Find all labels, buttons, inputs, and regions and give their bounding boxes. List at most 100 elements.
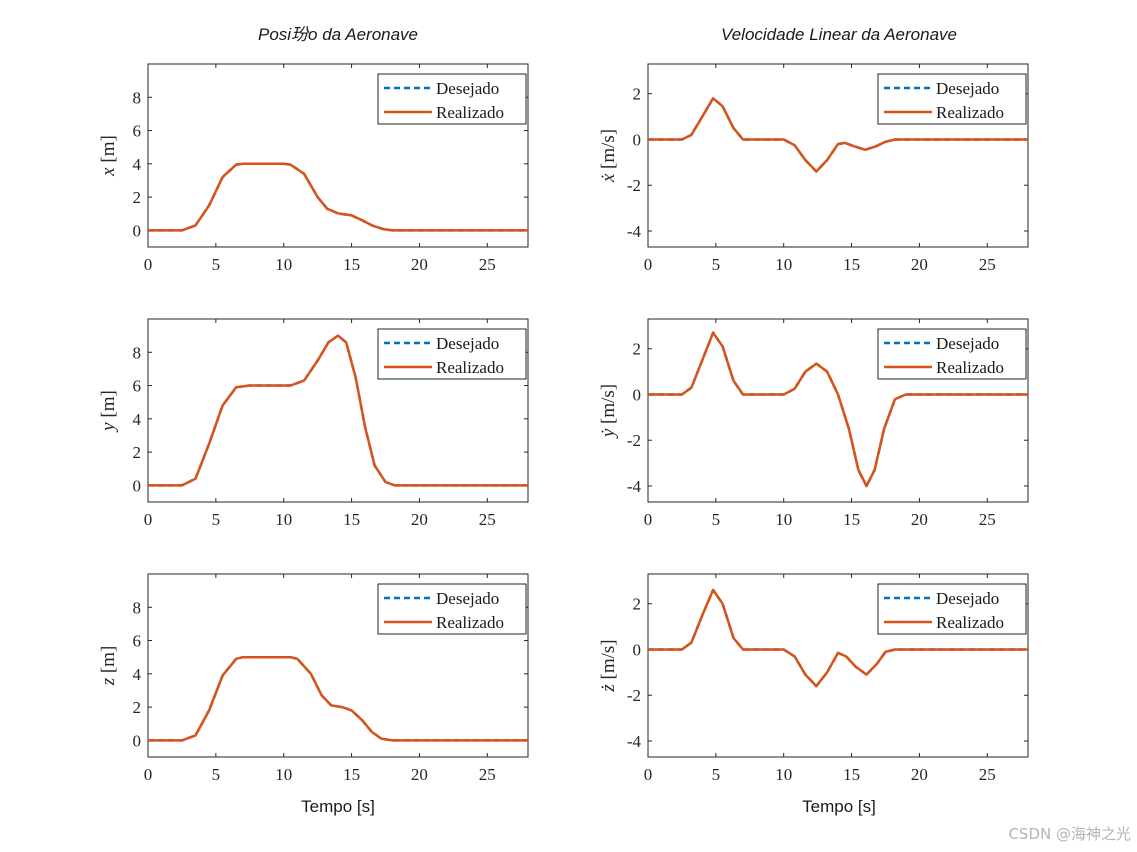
legend: Desejado Realizado bbox=[377, 73, 527, 125]
x-tick-label: 5 bbox=[712, 255, 721, 274]
x-tick-label: 15 bbox=[843, 255, 860, 274]
y-tick-label: 6 bbox=[133, 122, 142, 141]
subplot-pos-z: 0 5 10 15 20 25 0 2 4 6 8 z [m] Desejado Realizado bbox=[98, 573, 529, 784]
legend-label-desejado: Desejado bbox=[936, 334, 999, 353]
series-line-realizado bbox=[148, 162, 528, 232]
y-tick-label: 8 bbox=[133, 88, 142, 107]
y-axis-label-variable: ẏ bbox=[598, 428, 619, 439]
x-tick-label: 15 bbox=[343, 255, 360, 274]
y-tick-label: 0 bbox=[133, 476, 142, 495]
x-tick-label: 10 bbox=[275, 765, 292, 784]
series-line-realizado bbox=[648, 331, 1028, 488]
legend-label-realizado: Realizado bbox=[936, 103, 1004, 122]
y-axis-label: y [m] bbox=[98, 390, 119, 433]
legend-label-realizado: Realizado bbox=[936, 613, 1004, 632]
x-tick-label: 20 bbox=[411, 255, 428, 274]
legend-label-desejado: Desejado bbox=[436, 589, 499, 608]
y-tick-label: 0 bbox=[633, 640, 642, 659]
y-tick-label: 0 bbox=[133, 221, 142, 240]
series-line-realizado bbox=[148, 655, 528, 742]
x-tick-label: 20 bbox=[411, 510, 428, 529]
y-tick-label: 2 bbox=[633, 595, 642, 614]
x-tick-label: 20 bbox=[911, 765, 928, 784]
y-axis-label-variable: ż bbox=[598, 684, 619, 693]
x-tick-label: 15 bbox=[843, 510, 860, 529]
x-tick-label: 25 bbox=[979, 765, 996, 784]
x-tick-label: 5 bbox=[712, 765, 721, 784]
legend-label-realizado: Realizado bbox=[436, 358, 504, 377]
x-tick-label: 0 bbox=[144, 510, 153, 529]
y-axis-label-variable: ẋ bbox=[598, 173, 619, 183]
y-tick-label: 4 bbox=[133, 155, 142, 174]
x-tick-label: 10 bbox=[775, 765, 792, 784]
legend-box bbox=[377, 583, 527, 635]
legend-label-realizado: Realizado bbox=[436, 103, 504, 122]
y-tick-label: 4 bbox=[133, 410, 142, 429]
y-tick-label: 2 bbox=[133, 698, 142, 717]
x-tick-label: 5 bbox=[212, 765, 221, 784]
y-axis-label-variable: z bbox=[98, 677, 119, 686]
y-tick-label: 4 bbox=[133, 665, 142, 684]
y-axis-label-unit: [m] bbox=[98, 135, 119, 167]
y-axis-label-variable: y bbox=[98, 422, 119, 433]
y-tick-label: 2 bbox=[133, 443, 142, 462]
x-tick-label: 0 bbox=[144, 255, 153, 274]
x-tick-label: 15 bbox=[343, 510, 360, 529]
subplot-vel-z: 0 5 10 15 20 25 -4 -2 0 2 ż [m/s] Desejado Realizado bbox=[598, 573, 1029, 784]
x-tick-label: 0 bbox=[144, 765, 153, 784]
x-tick-label: 25 bbox=[479, 255, 496, 274]
y-tick-label: -4 bbox=[627, 222, 642, 241]
x-tick-label: 25 bbox=[479, 510, 496, 529]
y-tick-label: 2 bbox=[633, 85, 642, 104]
y-tick-label: 6 bbox=[133, 632, 142, 651]
legend-box bbox=[877, 73, 1027, 125]
title-position: Posi玢o da Aeronave bbox=[258, 25, 418, 44]
y-axis-label-variable: x bbox=[98, 167, 119, 177]
y-tick-label: 0 bbox=[633, 130, 642, 149]
legend-label-realizado: Realizado bbox=[436, 613, 504, 632]
x-tick-label: 20 bbox=[911, 255, 928, 274]
x-tick-label: 0 bbox=[644, 765, 653, 784]
x-tick-label: 10 bbox=[775, 510, 792, 529]
legend-box bbox=[377, 328, 527, 380]
x-tick-label: 5 bbox=[212, 255, 221, 274]
x-tick-label: 15 bbox=[843, 765, 860, 784]
y-axis-label-unit: [m] bbox=[98, 390, 119, 422]
legend: Desejado Realizado bbox=[877, 328, 1027, 380]
y-axis-label-unit: [m/s] bbox=[598, 384, 619, 429]
legend-label-realizado: Realizado bbox=[936, 358, 1004, 377]
y-axis-label: z [m] bbox=[98, 646, 119, 687]
x-tick-label: 10 bbox=[775, 255, 792, 274]
subplot-vel-x: 0 5 10 15 20 25 -4 -2 0 2 ẋ [m/s] Desejado Realizado bbox=[598, 63, 1029, 274]
x-tick-label: 25 bbox=[979, 255, 996, 274]
legend-label-desejado: Desejado bbox=[936, 589, 999, 608]
subplot-pos-x: 0 5 10 15 20 25 0 2 4 6 8 x [m] Desejado Realizado bbox=[98, 63, 529, 274]
x-tick-label: 25 bbox=[979, 510, 996, 529]
x-tick-label: 10 bbox=[275, 510, 292, 529]
legend: Desejado Realizado bbox=[377, 328, 527, 380]
series-line-realizado bbox=[648, 588, 1028, 688]
y-tick-label: 8 bbox=[133, 598, 142, 617]
x-tick-label: 0 bbox=[644, 510, 653, 529]
subplot-vel-y: 0 5 10 15 20 25 -4 -2 0 2 ẏ [m/s] Desejado Realizado bbox=[598, 318, 1029, 529]
y-axis-label: x [m] bbox=[98, 135, 119, 177]
legend-box bbox=[877, 328, 1027, 380]
x-tick-label: 15 bbox=[343, 765, 360, 784]
y-tick-label: 8 bbox=[133, 343, 142, 362]
y-axis-label: ẋ [m/s] bbox=[598, 129, 619, 183]
x-tick-label: 0 bbox=[644, 255, 653, 274]
legend-label-desejado: Desejado bbox=[436, 334, 499, 353]
y-axis-label-unit: [m/s] bbox=[598, 639, 619, 684]
y-tick-label: 0 bbox=[133, 731, 142, 750]
x-tick-label: 5 bbox=[712, 510, 721, 529]
y-tick-label: -2 bbox=[627, 431, 641, 450]
x-tick-label: 25 bbox=[479, 765, 496, 784]
legend-box bbox=[377, 73, 527, 125]
y-tick-label: -2 bbox=[627, 176, 641, 195]
y-tick-label: -4 bbox=[627, 732, 642, 751]
y-tick-label: 0 bbox=[633, 385, 642, 404]
series-line-realizado bbox=[648, 97, 1028, 173]
y-tick-label: 6 bbox=[133, 377, 142, 396]
x-tick-label: 20 bbox=[411, 765, 428, 784]
legend-box bbox=[877, 583, 1027, 635]
